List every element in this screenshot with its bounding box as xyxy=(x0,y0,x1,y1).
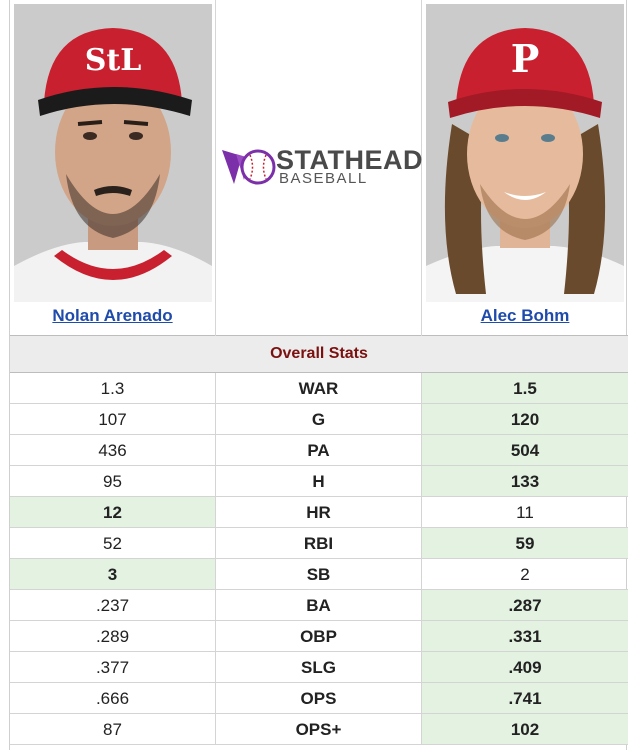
stat-row: 3 SB 2 xyxy=(10,559,628,590)
stat-label: BA xyxy=(216,590,422,620)
right-player-value: .287 xyxy=(422,590,628,620)
left-player-value: 436 xyxy=(10,435,216,465)
stat-row: 95 H 133 xyxy=(10,466,628,497)
left-player-value: 95 xyxy=(10,466,216,496)
right-player-photo: P xyxy=(426,4,624,302)
stat-label: SLG xyxy=(216,652,422,682)
left-player-value: .377 xyxy=(10,652,216,682)
stat-row: 1.3 WAR 1.5 xyxy=(10,373,628,404)
stat-label: OPS xyxy=(216,683,422,713)
right-player-value: 1.5 xyxy=(422,373,628,403)
right-player-value: 133 xyxy=(422,466,628,496)
right-player-value: 2 xyxy=(520,565,530,584)
right-player-value: 11 xyxy=(516,503,534,522)
right-player-value: .741 xyxy=(422,683,628,713)
stat-label: OBP xyxy=(216,621,422,651)
stats-table: 1.3 WAR 1.5 107 G 120 436 PA 504 95 H 133 12 HR 11 52 RB… xyxy=(10,373,628,745)
stat-row: .377 SLG .409 xyxy=(10,652,628,683)
right-player-value: 102 xyxy=(422,714,628,744)
stat-row: 107 G 120 xyxy=(10,404,628,435)
left-player-column: StL Nolan Arenado xyxy=(10,0,216,336)
left-player-value: 87 xyxy=(10,714,216,744)
stat-label: WAR xyxy=(216,373,422,403)
right-player-value: 120 xyxy=(422,404,628,434)
comparison-card: StL Nolan Arenado STATHEAD BASEBALL xyxy=(9,0,628,750)
left-player-value: 52 xyxy=(10,528,216,558)
right-player-value: 504 xyxy=(422,435,628,465)
stat-row: 436 PA 504 xyxy=(10,435,628,466)
stat-row: 52 RBI 59 xyxy=(10,528,628,559)
left-player-value: 107 xyxy=(10,404,216,434)
stat-row: .289 OBP .331 xyxy=(10,621,628,652)
left-player-photo: StL xyxy=(14,4,212,302)
left-player-name-link[interactable]: Nolan Arenado xyxy=(52,306,173,325)
left-player-value: .289 xyxy=(10,621,216,651)
right-player-value: 59 xyxy=(422,528,628,558)
svg-text:StL: StL xyxy=(85,43,142,78)
stat-row: 87 OPS+ 102 xyxy=(10,714,628,745)
logo-wordmark: STATHEAD xyxy=(276,145,423,175)
stathead-logo: STATHEAD BASEBALL xyxy=(222,145,423,188)
right-player-name-link[interactable]: Alec Bohm xyxy=(480,306,570,325)
left-player-value: 1.3 xyxy=(10,373,216,403)
stat-label: OPS+ xyxy=(216,714,422,744)
stat-label: H xyxy=(216,466,422,496)
left-player-value: 3 xyxy=(10,559,216,589)
right-player-column: P Alec Bohm xyxy=(422,0,628,336)
left-player-value: .666 xyxy=(10,683,216,713)
stat-label: PA xyxy=(216,435,422,465)
logo-column: STATHEAD BASEBALL xyxy=(216,0,423,336)
stat-label: RBI xyxy=(216,528,422,558)
logo-subtitle: BASEBALL xyxy=(279,170,368,187)
svg-text:P: P xyxy=(511,36,540,81)
stat-label: SB xyxy=(216,559,422,589)
stat-label: G xyxy=(216,404,422,434)
stat-row: 12 HR 11 xyxy=(10,497,628,528)
stat-row: .237 BA .287 xyxy=(10,590,628,621)
stat-label: HR xyxy=(216,497,422,527)
left-player-value: .237 xyxy=(10,590,216,620)
right-player-value: .331 xyxy=(422,621,628,651)
left-player-value: 12 xyxy=(10,497,216,527)
section-title: Overall Stats xyxy=(10,336,628,373)
right-player-value: .409 xyxy=(422,652,628,682)
player-header: StL Nolan Arenado STATHEAD BASEBALL xyxy=(10,0,628,336)
stat-row: .666 OPS .741 xyxy=(10,683,628,714)
